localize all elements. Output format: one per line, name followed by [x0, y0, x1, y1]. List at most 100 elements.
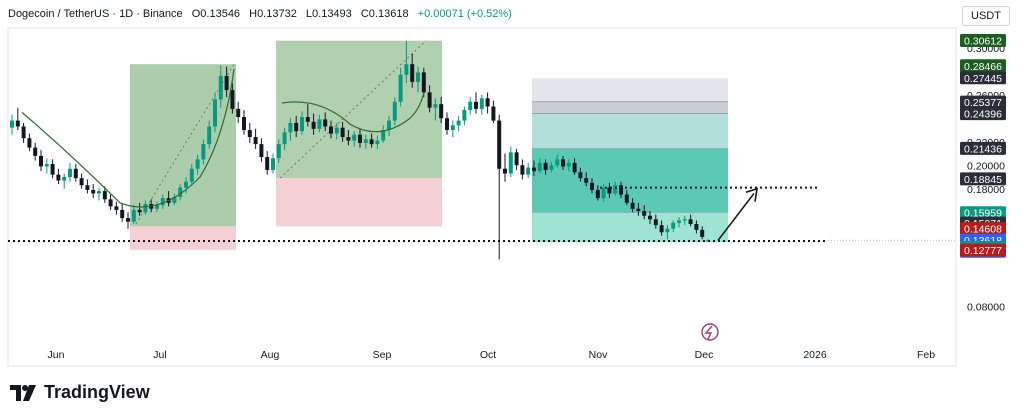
candle-body — [178, 187, 183, 197]
candle-body — [677, 220, 681, 223]
candle-body — [218, 75, 223, 100]
candle-body — [636, 208, 641, 212]
candle-body — [143, 204, 148, 213]
candle-body — [288, 122, 293, 133]
candle-body — [39, 155, 43, 167]
candle-body — [10, 120, 14, 128]
target-zone-top — [532, 78, 728, 102]
candle-body — [630, 202, 635, 209]
candle-body — [642, 211, 647, 216]
candle-body — [503, 168, 507, 174]
candle-body — [590, 182, 594, 190]
candle-body — [358, 134, 362, 143]
candle-body — [520, 165, 525, 175]
candle-body — [497, 120, 502, 169]
annotation-lines — [135, 40, 427, 225]
candle-body — [392, 101, 397, 121]
price-tag — [960, 141, 1006, 155]
candle-body — [160, 198, 165, 206]
candle-body — [404, 64, 409, 75]
candle-body — [27, 138, 32, 148]
price-tag-label: 0.27445 — [964, 73, 1002, 85]
event-marker-bolt-icon — [704, 325, 713, 340]
tradingview-logo-icon — [10, 384, 36, 401]
candle-body — [584, 178, 589, 183]
candle-body — [671, 222, 676, 229]
candle-body — [561, 159, 565, 167]
candle-body — [485, 98, 490, 107]
candle-body — [50, 164, 55, 175]
candle-body — [207, 126, 212, 145]
candle-body — [253, 137, 258, 145]
candle-body — [514, 152, 519, 166]
candle-body — [352, 134, 357, 141]
long-position-profit-zone-2 — [276, 40, 442, 179]
candle-body — [700, 229, 705, 237]
candle-body — [398, 74, 403, 102]
candle-body — [305, 117, 310, 122]
time-tick-label: Jul — [153, 349, 166, 361]
candle-body — [259, 144, 264, 158]
candle-body — [375, 140, 380, 145]
candle-body — [73, 168, 78, 179]
candle-body — [595, 189, 600, 199]
time-tick-label: 2026 — [803, 349, 827, 361]
symbol-name[interactable]: Dogecoin / TetherUS · 1D · Binance — [8, 8, 183, 20]
candle-body — [120, 209, 125, 219]
candle-body — [613, 185, 618, 194]
candle-body — [532, 167, 536, 172]
candle-body — [508, 152, 513, 174]
target-zone-upper — [532, 101, 728, 114]
candle-body — [624, 194, 629, 203]
candle-body — [271, 158, 275, 170]
candle-body — [62, 177, 67, 181]
candle-body — [21, 126, 26, 139]
event-marker-icon — [701, 323, 719, 341]
candle-body — [619, 185, 623, 195]
candle-body — [648, 215, 652, 220]
candle-body — [363, 139, 368, 143]
candle-body — [155, 205, 159, 209]
candle-body — [131, 209, 136, 222]
price-tag-label: 0.12777 — [964, 245, 1002, 257]
candle-body — [311, 121, 316, 129]
candle-body — [462, 110, 467, 121]
candle-body — [433, 104, 438, 108]
currency-selector[interactable]: USDT — [962, 6, 1010, 26]
price-tick-label: 0.20000 — [967, 160, 1005, 172]
candle-body — [410, 64, 415, 82]
projection-arrow-line — [717, 192, 755, 241]
candle-body — [282, 132, 287, 145]
price-tick-label: 0.08000 — [967, 301, 1005, 313]
price-change: +0.00071 (+0.52%) — [417, 8, 512, 20]
long-position-stop-zone-2 — [276, 178, 442, 227]
candle-body — [439, 104, 444, 119]
candle-body — [91, 189, 96, 194]
candle-body — [108, 199, 113, 207]
candle-body — [317, 119, 322, 129]
candle-body — [340, 127, 345, 138]
candle-body — [97, 191, 101, 194]
candle-body — [102, 191, 107, 200]
candle-body — [688, 219, 693, 224]
candle-body — [479, 98, 484, 109]
setup-diagonal-2 — [279, 40, 427, 179]
time-tick-label: Aug — [261, 349, 280, 361]
price-tag — [960, 107, 1006, 121]
candle-body — [572, 162, 577, 173]
candle-body — [653, 219, 658, 226]
candle-body — [682, 219, 687, 221]
time-axis[interactable]: Jun Jul Aug Sep Oct Nov Dec 2026 Feb — [48, 349, 936, 361]
candle-body — [445, 118, 449, 130]
price-tag-label: 0.25377 — [964, 97, 1002, 109]
projection-arrowhead — [745, 187, 758, 202]
candle-body — [201, 144, 206, 160]
time-tick-label: Oct — [480, 349, 496, 361]
candle-body — [665, 228, 670, 233]
tradingview-logo[interactable]: TradingView — [10, 382, 150, 403]
candle-body — [247, 130, 252, 138]
candle-body — [189, 168, 194, 182]
long-position-stop-zone-1 — [130, 226, 236, 250]
candle-body — [300, 117, 304, 132]
